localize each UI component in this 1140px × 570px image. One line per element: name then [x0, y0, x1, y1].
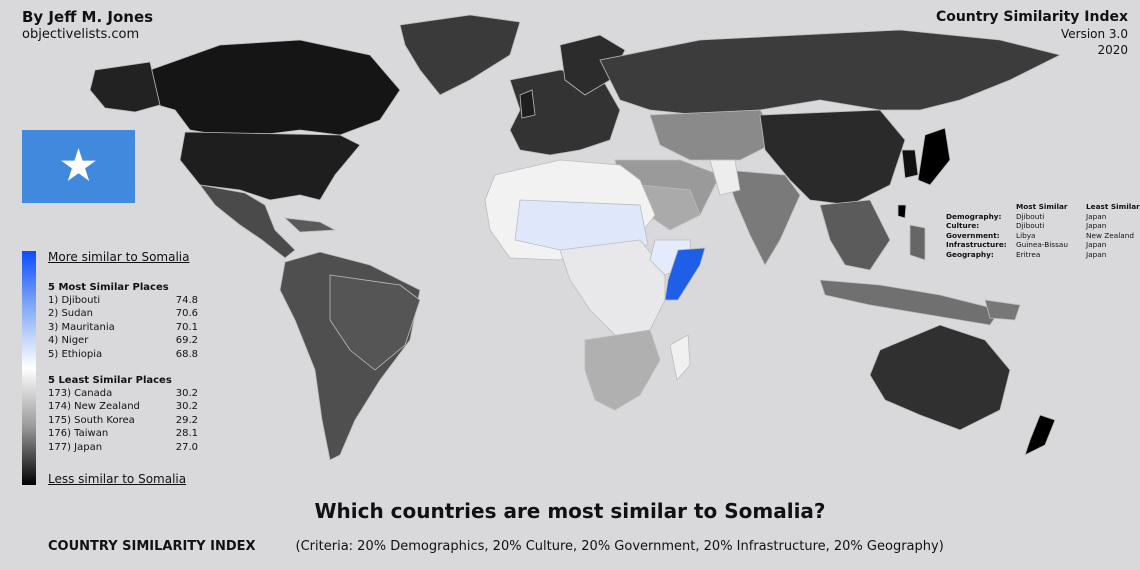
criteria-header-row: Most Similar Least Similar	[946, 202, 1140, 212]
japan-region	[917, 127, 951, 186]
southeast-asia-region	[819, 199, 891, 271]
place-score: 28.1	[175, 428, 198, 440]
footer-criteria: (Criteria: 20% Demographics, 20% Culture…	[295, 539, 944, 554]
place-score: 70.6	[175, 308, 198, 320]
place-name: 2) Sudan	[48, 308, 93, 320]
place-name: 3) Mauritania	[48, 321, 115, 333]
australia-region	[869, 324, 1011, 431]
southern-africa-region	[584, 329, 661, 411]
author-credit: By Jeff M. Jones	[22, 8, 154, 26]
footer-label: COUNTRY SIMILARITY INDEX	[48, 539, 256, 554]
place-score: 68.8	[175, 348, 198, 360]
place-name: 1) Djibouti	[48, 295, 101, 306]
criteria-most: Djibouti	[1016, 211, 1045, 221]
list-item: 1) Djibouti 74.8	[48, 294, 198, 307]
most-similar-list: 5 Most Similar Places 1) Djibouti 74.8 2)…	[48, 282, 198, 361]
mexico-region	[199, 184, 296, 259]
criteria-least: New Zealand	[1086, 230, 1134, 240]
index-version: Version 3.0	[1060, 27, 1128, 41]
star-icon	[61, 148, 96, 181]
most-similar-header: 5 Most Similar Places	[48, 282, 169, 293]
col-most-header: Most Similar	[1016, 202, 1068, 211]
index-year: 2020	[1097, 43, 1128, 57]
criteria-most: Libya	[1016, 230, 1036, 240]
criteria-least: Japan	[1086, 240, 1107, 250]
criteria-label: Demography:	[946, 211, 1002, 221]
place-score: 69.2	[175, 335, 198, 347]
canada-region	[139, 39, 401, 136]
somalia-flag	[22, 130, 135, 203]
caribbean-region	[283, 217, 337, 233]
pakistan-region	[709, 159, 741, 196]
list-item: 177) Japan 27.0	[48, 441, 198, 454]
list-item: 4) Niger 69.2	[48, 334, 198, 347]
table-row: Infrastructure: Guinea-Bissau Japan	[946, 240, 1140, 250]
criteria-most: Eritrea	[1016, 249, 1041, 259]
list-item: 174) New Zealand 30.2	[48, 400, 198, 413]
criteria-label: Government:	[946, 230, 1000, 240]
place-name: 174) New Zealand	[48, 401, 140, 413]
criteria-label: Geography:	[946, 249, 994, 259]
least-similar-header: 5 Least Similar Places	[48, 375, 172, 386]
greenland-region	[399, 14, 521, 96]
place-name: 5) Ethiopia	[48, 348, 103, 360]
table-row: Culture: Djibouti Japan	[946, 221, 1140, 231]
criteria-least: Japan	[1086, 249, 1107, 259]
place-score: 27.0	[175, 441, 198, 453]
list-item: 2) Sudan 70.6	[48, 307, 198, 320]
russia-region	[599, 29, 1062, 116]
world-map	[89, 14, 1062, 461]
list-item: 173) Canada 30.2	[48, 387, 198, 400]
criteria-least: Japan	[1086, 221, 1107, 231]
place-name: 175) South Korea	[48, 414, 135, 426]
legend-less-similar: Less similar to Somalia	[48, 472, 187, 486]
criteria-most: Guinea-Bissau	[1016, 240, 1068, 250]
list-item: 3) Mauritania 70.1	[48, 321, 198, 334]
criteria-table: Most Similar Least Similar Demography: Dji…	[946, 202, 1140, 260]
philippines-region	[909, 224, 926, 261]
central-asia-region	[649, 109, 781, 161]
place-name: 177) Japan	[48, 441, 103, 453]
main-question: Which countries are most similar to Soma…	[314, 499, 826, 523]
papua-region	[984, 299, 1021, 321]
usa-region	[179, 131, 361, 201]
list-item: 5) Ethiopia 68.8	[48, 348, 198, 361]
criteria-most: Djibouti	[1016, 221, 1045, 231]
table-row: Geography: Eritrea Japan	[946, 250, 1140, 260]
least-similar-list: 5 Least Similar Places 173) Canada 30.2 1…	[48, 375, 198, 454]
legend-gradient-bar	[22, 251, 36, 485]
criteria-label: Infrastructure:	[946, 240, 1007, 250]
uk-region	[519, 89, 536, 119]
place-score: 74.8	[175, 295, 198, 306]
place-score: 29.2	[175, 414, 198, 426]
india-region	[724, 169, 801, 266]
place-score: 70.1	[175, 321, 198, 333]
table-row: Government: Libya New Zealand	[946, 231, 1140, 241]
place-name: 4) Niger	[48, 335, 89, 347]
list-item: 175) South Korea 29.2	[48, 414, 198, 427]
place-name: 173) Canada	[48, 388, 113, 399]
brazil-region	[329, 274, 421, 371]
indonesia-region	[819, 279, 1001, 326]
central-africa-region	[559, 239, 666, 341]
footer: COUNTRY SIMILARITY INDEX (Criteria: 20% D…	[48, 539, 944, 554]
place-score: 30.2	[175, 388, 198, 399]
place-name: 176) Taiwan	[48, 428, 109, 440]
alaska-region	[89, 61, 161, 113]
criteria-label: Culture:	[946, 221, 980, 231]
korea-region	[901, 149, 919, 179]
somalia-region	[664, 247, 706, 301]
madagascar-region	[669, 334, 691, 381]
new-zealand-region	[1024, 414, 1056, 456]
col-least-header: Least Similar	[1086, 202, 1140, 211]
table-row: Demography: Djibouti Japan	[946, 212, 1140, 222]
taiwan-region	[897, 204, 907, 219]
website-credit: objectivelists.com	[22, 27, 140, 42]
legend-more-similar: More similar to Somalia	[48, 250, 190, 264]
index-title: Country Similarity Index	[935, 9, 1128, 25]
criteria-least: Japan	[1086, 211, 1107, 221]
place-score: 30.2	[175, 401, 198, 413]
list-item: 176) Taiwan 28.1	[48, 427, 198, 440]
